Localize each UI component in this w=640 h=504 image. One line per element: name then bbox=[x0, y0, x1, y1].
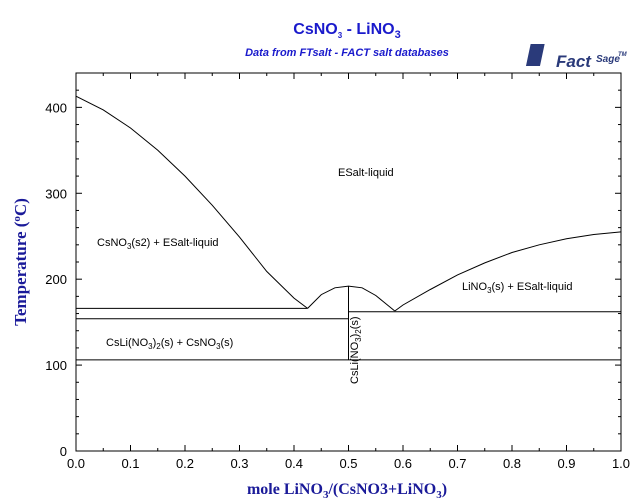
x-tick-label: 0.1 bbox=[121, 456, 139, 471]
region-label-liquid: ESalt-liquid bbox=[338, 167, 394, 179]
factsage-logo: Fact Sage TM bbox=[525, 44, 628, 71]
x-tick-label: 0.8 bbox=[503, 456, 521, 471]
x-tick-label: 0.7 bbox=[448, 456, 466, 471]
region-label-right: LiNO3(s) + ESalt-liquid bbox=[462, 281, 573, 295]
x-tick-label: 0.6 bbox=[394, 456, 412, 471]
x-tick-label: 0.0 bbox=[67, 456, 85, 471]
y-tick-label: 400 bbox=[45, 100, 67, 115]
y-tick-label: 300 bbox=[45, 186, 67, 201]
y-tick-label: 100 bbox=[45, 358, 67, 373]
x-tick-label: 0.9 bbox=[557, 456, 575, 471]
logo-text-sage: Sage bbox=[596, 54, 620, 65]
data-layer bbox=[75, 95, 622, 361]
x-tick-label: 0.5 bbox=[339, 456, 357, 471]
plot-frame bbox=[75, 72, 622, 452]
logo-text-fact: Fact bbox=[556, 52, 592, 71]
y-tick-label: 0 bbox=[60, 444, 67, 459]
phase-boundary-line-1 bbox=[307, 285, 396, 312]
phase-boundary-line-2 bbox=[394, 231, 622, 312]
logo-text-tm: TM bbox=[618, 52, 628, 58]
logo-mark bbox=[525, 44, 545, 66]
x-tick-label: 0.2 bbox=[176, 456, 194, 471]
x-axis-title: mole LiNO3/(CsNO3+LiNO3) bbox=[247, 481, 447, 501]
ticks-layer: 0.0 0.1 0.2 0.3 0.4 0.5 0.6 0.7 0.8 0.9 1.0 0 100 200… bbox=[45, 73, 630, 471]
region-label-compound: CsLi(NO3)2(s) bbox=[349, 316, 363, 384]
phase-boundary-line-0 bbox=[75, 95, 308, 309]
y-tick-label: 200 bbox=[45, 272, 67, 287]
x-tick-label: 1.0 bbox=[612, 456, 630, 471]
chart-title: CsNO3 - LiNO3 bbox=[293, 21, 400, 41]
region-label-bottom: CsLi(NO3)2(s) + CsNO3(s) bbox=[106, 337, 233, 351]
chart-subtitle: Data from FTsalt - FACT salt databases bbox=[245, 47, 449, 59]
region-label-left: CsNO3(s2) + ESalt-liquid bbox=[97, 237, 219, 251]
y-axis-title: Temperature (oC) bbox=[11, 198, 30, 326]
x-tick-label: 0.3 bbox=[230, 456, 248, 471]
x-tick-label: 0.4 bbox=[285, 456, 303, 471]
